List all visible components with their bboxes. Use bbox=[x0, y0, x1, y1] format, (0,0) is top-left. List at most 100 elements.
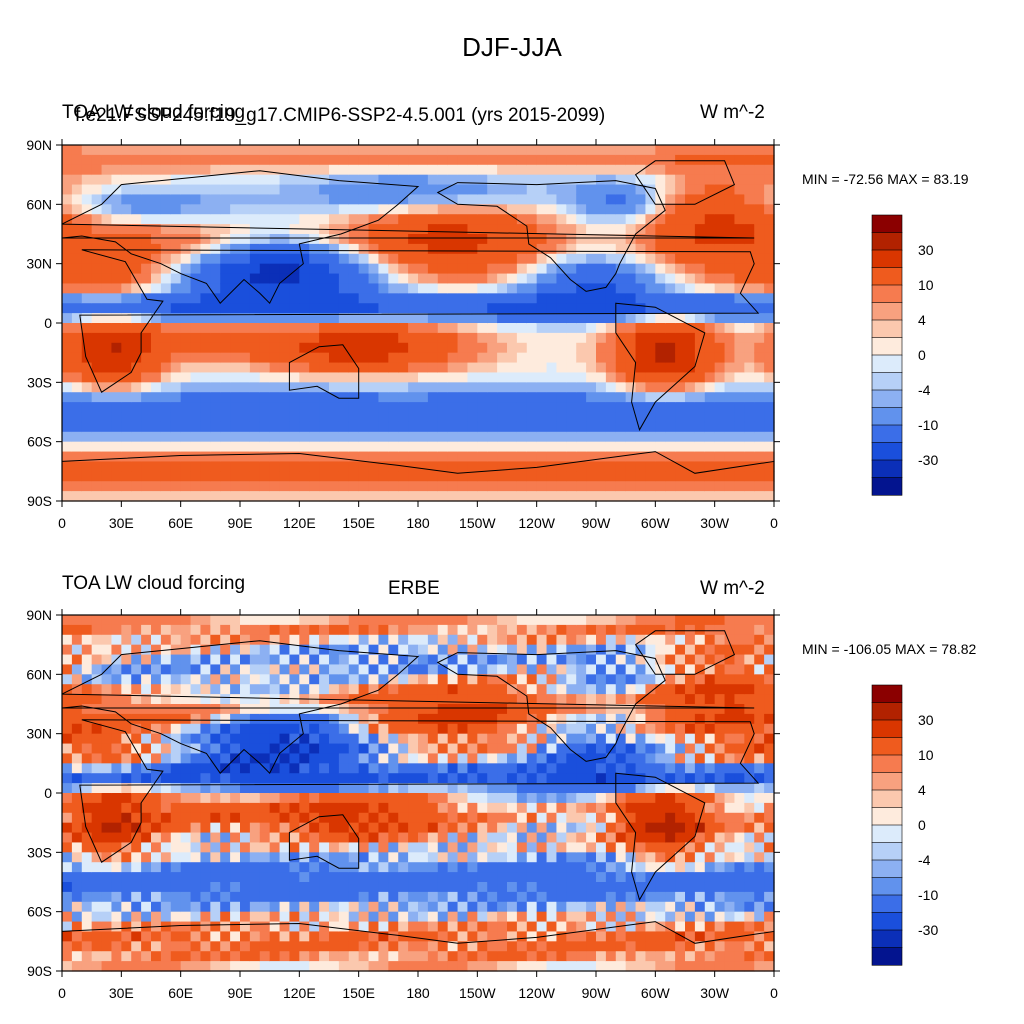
field-cell bbox=[91, 243, 103, 255]
field-cell bbox=[427, 273, 439, 285]
field-cell bbox=[180, 204, 192, 215]
field-cell bbox=[151, 303, 162, 314]
field-cell bbox=[724, 164, 736, 176]
field-cell bbox=[358, 273, 370, 285]
field-cell bbox=[576, 644, 587, 656]
field-cell bbox=[111, 204, 122, 215]
field-cell bbox=[338, 481, 350, 492]
field-cell bbox=[121, 154, 132, 166]
field-cell bbox=[151, 194, 162, 205]
field-cell bbox=[240, 842, 251, 853]
field-cell bbox=[190, 293, 202, 304]
field-cell bbox=[576, 733, 587, 745]
field-cell bbox=[665, 753, 676, 764]
field-cell bbox=[329, 253, 340, 265]
field-cell bbox=[734, 194, 745, 205]
field-cell bbox=[536, 694, 548, 705]
field-cell bbox=[358, 481, 370, 492]
field-cell bbox=[655, 421, 666, 433]
field-cell bbox=[160, 372, 172, 383]
field-cell bbox=[101, 481, 113, 492]
field-cell bbox=[754, 204, 765, 215]
field-cell bbox=[546, 674, 558, 685]
field-cell bbox=[91, 832, 103, 844]
field-cell bbox=[91, 491, 103, 502]
field-cell bbox=[111, 832, 122, 844]
field-cell bbox=[71, 313, 83, 324]
field-cell bbox=[437, 224, 449, 235]
field-cell bbox=[190, 263, 202, 275]
field-cell bbox=[170, 812, 182, 824]
field-cell bbox=[516, 204, 528, 215]
field-cell bbox=[121, 654, 132, 666]
field-cell bbox=[556, 743, 567, 755]
field-cell bbox=[338, 303, 350, 314]
field-cell bbox=[180, 852, 192, 863]
field-cell bbox=[675, 461, 686, 472]
field-cell bbox=[566, 832, 577, 844]
field-cell bbox=[210, 461, 221, 472]
field-cell bbox=[516, 891, 528, 903]
field-cell bbox=[625, 402, 637, 413]
field-cell bbox=[477, 303, 488, 314]
field-cell bbox=[160, 901, 172, 913]
field-cell bbox=[536, 664, 548, 675]
field-cell bbox=[299, 313, 310, 324]
field-cell bbox=[180, 862, 192, 873]
field-cell bbox=[141, 263, 152, 275]
field-cell bbox=[338, 793, 350, 804]
field-cell bbox=[645, 842, 656, 853]
field-cell bbox=[101, 402, 113, 413]
field-cell bbox=[111, 733, 122, 745]
field-cell bbox=[536, 382, 548, 393]
field-cell bbox=[180, 802, 192, 814]
field-cell bbox=[764, 402, 775, 413]
field-cell bbox=[71, 451, 83, 463]
field-cell bbox=[319, 194, 330, 205]
field-cell bbox=[358, 293, 370, 304]
field-cell bbox=[516, 412, 528, 423]
field-cell bbox=[269, 451, 281, 463]
field-cell bbox=[615, 323, 627, 334]
field-cell bbox=[240, 164, 251, 176]
field-cell bbox=[121, 793, 132, 804]
field-cell bbox=[230, 941, 241, 952]
field-cell bbox=[62, 842, 73, 853]
field-cell bbox=[160, 224, 172, 235]
field-cell bbox=[526, 951, 538, 962]
field-cell bbox=[279, 174, 291, 186]
field-cell bbox=[368, 293, 380, 304]
field-cell bbox=[111, 402, 122, 413]
field-cell bbox=[635, 332, 647, 344]
field-cell bbox=[121, 624, 132, 636]
field-cell bbox=[516, 243, 528, 255]
field-cell bbox=[378, 214, 389, 225]
field-cell bbox=[546, 481, 558, 492]
field-cell bbox=[62, 303, 73, 314]
field-cell bbox=[635, 382, 647, 393]
field-cell bbox=[457, 481, 469, 492]
field-cell bbox=[388, 402, 399, 413]
field-cell bbox=[398, 654, 409, 666]
field-cell bbox=[675, 872, 686, 883]
field-cell bbox=[81, 293, 93, 304]
field-cell bbox=[269, 615, 281, 626]
field-cell bbox=[101, 951, 113, 962]
field-cell bbox=[536, 323, 548, 334]
field-cell bbox=[131, 491, 142, 502]
field-cell bbox=[200, 704, 211, 715]
field-cell bbox=[596, 684, 607, 695]
field-cell bbox=[675, 743, 686, 755]
field-cell bbox=[71, 615, 83, 626]
field-cell bbox=[685, 753, 696, 764]
field-cell bbox=[388, 293, 399, 304]
field-cell bbox=[457, 822, 469, 834]
field-cell bbox=[338, 931, 350, 942]
field-cell bbox=[724, 214, 736, 225]
field-cell bbox=[81, 441, 93, 453]
field-cell bbox=[526, 263, 538, 275]
field-cell bbox=[685, 412, 696, 423]
field-cell bbox=[121, 352, 132, 364]
field-cell bbox=[249, 342, 261, 354]
field-cell bbox=[279, 793, 291, 804]
